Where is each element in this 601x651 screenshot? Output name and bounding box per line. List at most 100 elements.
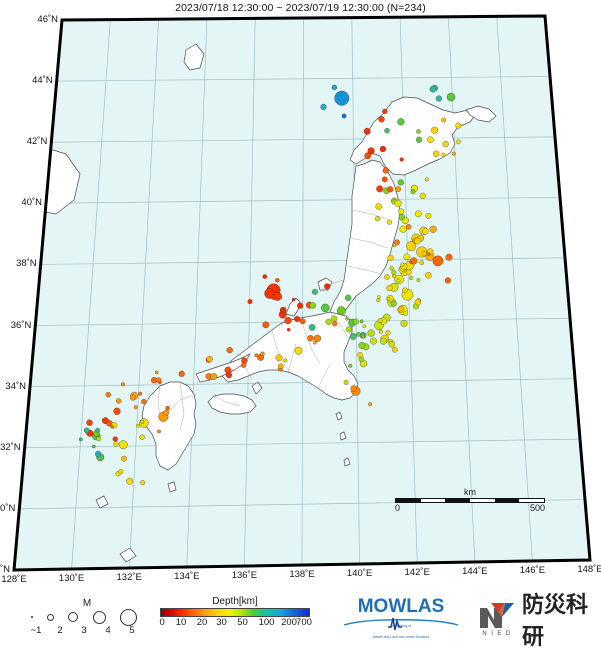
earthquake-marker[interactable] bbox=[331, 315, 338, 322]
earthquake-marker[interactable] bbox=[331, 84, 338, 91]
earthquake-marker[interactable] bbox=[397, 179, 404, 186]
earthquake-marker[interactable] bbox=[78, 437, 83, 442]
earthquake-marker[interactable] bbox=[387, 254, 394, 261]
earthquake-marker[interactable] bbox=[378, 116, 385, 123]
earthquake-marker[interactable] bbox=[155, 377, 162, 383]
earthquake-marker[interactable] bbox=[379, 145, 387, 153]
earthquake-marker[interactable] bbox=[445, 253, 453, 261]
earthquake-marker[interactable] bbox=[403, 311, 408, 316]
earthquake-marker[interactable] bbox=[141, 399, 147, 405]
earthquake-marker[interactable] bbox=[356, 332, 361, 337]
earthquake-marker[interactable] bbox=[345, 326, 353, 333]
earthquake-marker[interactable] bbox=[441, 152, 446, 157]
earthquake-marker[interactable] bbox=[442, 141, 449, 148]
earthquake-marker[interactable] bbox=[313, 340, 317, 345]
earthquake-marker[interactable] bbox=[416, 136, 423, 143]
earthquake-marker[interactable] bbox=[210, 373, 218, 380]
earthquake-marker[interactable] bbox=[376, 185, 384, 193]
earthquake-marker[interactable] bbox=[309, 302, 316, 309]
earthquake-marker[interactable] bbox=[120, 382, 125, 387]
earthquake-marker[interactable] bbox=[394, 199, 402, 207]
earthquake-marker[interactable] bbox=[113, 407, 121, 415]
earthquake-marker[interactable] bbox=[112, 436, 118, 442]
earthquake-marker[interactable] bbox=[336, 306, 346, 316]
earthquake-marker[interactable] bbox=[83, 427, 90, 434]
earthquake-marker[interactable] bbox=[400, 262, 405, 267]
earthquake-marker[interactable] bbox=[384, 128, 390, 134]
earthquake-marker[interactable] bbox=[121, 455, 127, 462]
earthquake-marker[interactable] bbox=[410, 257, 418, 265]
earthquake-marker[interactable] bbox=[165, 405, 170, 411]
earthquake-marker[interactable] bbox=[396, 278, 401, 283]
earthquake-marker[interactable] bbox=[341, 113, 347, 119]
earthquake-marker[interactable] bbox=[280, 308, 285, 312]
earthquake-marker[interactable] bbox=[451, 151, 456, 156]
earthquake-marker[interactable] bbox=[387, 186, 394, 193]
earthquake-marker[interactable] bbox=[118, 440, 128, 450]
earthquake-marker[interactable] bbox=[343, 379, 349, 385]
earthquake-marker[interactable] bbox=[357, 352, 363, 358]
earthquake-marker[interactable] bbox=[425, 212, 432, 219]
earthquake-marker[interactable] bbox=[307, 335, 314, 342]
earthquake-marker[interactable] bbox=[345, 316, 349, 321]
earthquake-marker[interactable] bbox=[397, 306, 405, 313]
earthquake-marker[interactable] bbox=[270, 294, 277, 300]
earthquake-marker[interactable] bbox=[225, 372, 232, 379]
earthquake-marker[interactable] bbox=[386, 284, 393, 292]
earthquake-marker[interactable] bbox=[377, 295, 381, 299]
earthquake-marker[interactable] bbox=[254, 353, 259, 358]
earthquake-marker[interactable] bbox=[359, 319, 364, 324]
earthquake-marker[interactable] bbox=[380, 337, 387, 345]
earthquake-marker[interactable] bbox=[400, 320, 408, 328]
earthquake-marker[interactable] bbox=[419, 192, 426, 199]
earthquake-marker[interactable] bbox=[260, 351, 265, 356]
earthquake-marker[interactable] bbox=[129, 394, 136, 401]
earthquake-marker[interactable] bbox=[240, 362, 247, 368]
earthquake-marker[interactable] bbox=[96, 436, 102, 442]
earthquake-marker[interactable] bbox=[435, 95, 442, 102]
earthquake-marker[interactable] bbox=[406, 241, 417, 252]
earthquake-marker[interactable] bbox=[416, 129, 421, 134]
earthquake-marker[interactable] bbox=[394, 239, 400, 246]
earthquake-marker[interactable] bbox=[374, 216, 381, 222]
earthquake-marker[interactable] bbox=[392, 243, 397, 248]
earthquake-marker[interactable] bbox=[414, 237, 421, 245]
earthquake-marker[interactable] bbox=[113, 441, 119, 447]
earthquake-marker[interactable] bbox=[334, 90, 350, 106]
seismicity-map[interactable]: 46˚N 44˚N 42˚N 40˚N 38˚N 36˚N 34˚N 32˚N 30˚N 28˚N… bbox=[0, 14, 601, 585]
earthquake-marker[interactable] bbox=[370, 337, 377, 345]
earthquake-marker[interactable] bbox=[409, 276, 414, 280]
earthquake-marker[interactable] bbox=[421, 251, 427, 257]
earthquake-marker[interactable] bbox=[368, 402, 373, 407]
earthquake-marker[interactable] bbox=[376, 298, 381, 303]
earthquake-marker[interactable] bbox=[277, 363, 284, 369]
earthquake-marker[interactable] bbox=[138, 391, 143, 396]
earthquake-marker[interactable] bbox=[226, 346, 233, 354]
earthquake-marker[interactable] bbox=[294, 346, 303, 355]
earthquake-marker[interactable] bbox=[399, 225, 407, 233]
earthquake-marker[interactable] bbox=[275, 354, 283, 362]
earthquake-marker[interactable] bbox=[325, 318, 332, 325]
earthquake-marker[interactable] bbox=[157, 429, 161, 434]
earthquake-marker[interactable] bbox=[291, 297, 296, 302]
earthquake-marker[interactable] bbox=[86, 419, 93, 426]
earthquake-marker[interactable] bbox=[110, 424, 114, 429]
earthquake-marker[interactable] bbox=[361, 334, 366, 339]
earthquake-marker[interactable] bbox=[364, 152, 372, 160]
earthquake-marker[interactable] bbox=[389, 266, 394, 271]
earthquake-marker[interactable] bbox=[431, 126, 439, 134]
earthquake-marker[interactable] bbox=[381, 176, 388, 183]
earthquake-marker[interactable] bbox=[382, 167, 389, 174]
earthquake-marker[interactable] bbox=[320, 103, 327, 110]
earthquake-marker[interactable] bbox=[386, 297, 391, 301]
earthquake-marker[interactable] bbox=[416, 278, 421, 282]
earthquake-marker[interactable] bbox=[178, 370, 185, 377]
earthquake-marker[interactable] bbox=[299, 318, 306, 325]
earthquake-marker[interactable] bbox=[414, 210, 422, 218]
earthquake-marker[interactable] bbox=[262, 274, 268, 279]
earthquake-marker[interactable] bbox=[424, 177, 429, 182]
earthquake-marker[interactable] bbox=[133, 405, 138, 410]
earthquake-marker[interactable] bbox=[456, 139, 461, 145]
earthquake-marker[interactable] bbox=[427, 136, 434, 143]
earthquake-marker[interactable] bbox=[358, 356, 365, 363]
